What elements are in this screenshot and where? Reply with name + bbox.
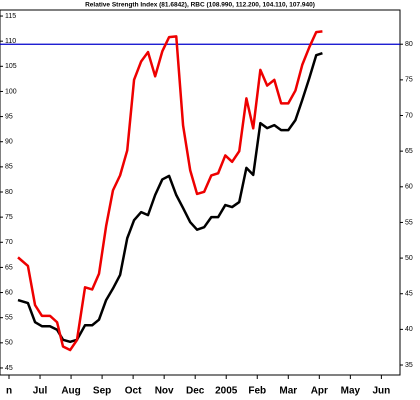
x-tick-label: Feb xyxy=(248,386,266,397)
y-tick-label: 70 xyxy=(5,239,13,246)
y-tick-label: 95 xyxy=(5,113,13,120)
x-tick-label: Jun xyxy=(372,386,390,397)
x-tick-label: Apr xyxy=(311,386,328,397)
y2-tick-label: 50 xyxy=(405,255,413,262)
y2-tick-label: 75 xyxy=(405,77,413,84)
y-tick-label: 105 xyxy=(5,63,17,70)
y-tick-label: 100 xyxy=(5,88,17,95)
y-tick-label: 50 xyxy=(5,340,13,347)
y-tick-label: 65 xyxy=(5,264,13,271)
y-tick-label: 75 xyxy=(5,214,13,221)
y-tick-label: 80 xyxy=(5,189,13,196)
y2-tick-label: 70 xyxy=(405,112,413,119)
x-tick-label: May xyxy=(341,386,361,397)
x-tick-label: Dec xyxy=(186,386,205,397)
x-tick-label: Jul xyxy=(33,386,48,397)
chart-title: Relative Strength Index (81.6842), RBC (… xyxy=(85,2,315,9)
x-tick-label: 2005 xyxy=(215,386,238,397)
x-tick-label: Aug xyxy=(61,386,80,397)
y-tick-label: 45 xyxy=(5,365,13,372)
y2-tick-label: 35 xyxy=(405,362,413,369)
y2-tick-label: 45 xyxy=(405,291,413,298)
y2-tick-label: 55 xyxy=(405,219,413,226)
y-tick-label: 110 xyxy=(5,38,16,45)
x-tick-label: Nov xyxy=(155,386,174,397)
y2-tick-label: 60 xyxy=(405,184,413,191)
y2-tick-label: 65 xyxy=(405,148,413,155)
y2-tick-label: 80 xyxy=(405,41,413,48)
x-tick-label: n xyxy=(6,386,12,397)
y2-tick-label: 40 xyxy=(405,326,413,333)
y-tick-label: 90 xyxy=(5,139,13,146)
y-tick-label: 115 xyxy=(5,13,16,20)
x-tick-label: Sep xyxy=(93,386,111,397)
x-tick-label: Mar xyxy=(279,386,297,397)
y-tick-label: 85 xyxy=(5,164,13,171)
y-tick-label: 55 xyxy=(5,315,13,322)
plot-frame xyxy=(0,9,401,376)
y-tick-label: 60 xyxy=(5,289,13,296)
series-line xyxy=(17,52,323,344)
series-line xyxy=(17,30,323,352)
x-tick-label: Oct xyxy=(125,386,142,397)
